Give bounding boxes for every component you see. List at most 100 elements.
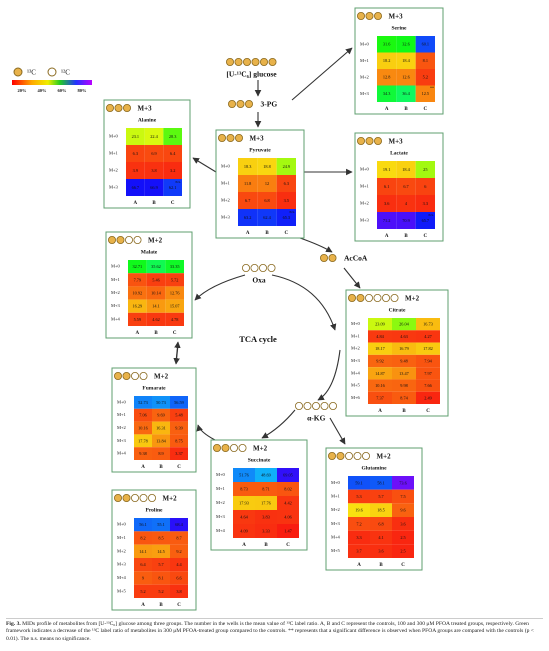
cell-value: 23.09: [375, 322, 385, 327]
row-label: M+1: [331, 494, 340, 499]
metabolite-name: Proline: [145, 507, 163, 513]
cell-value: 5.72: [171, 277, 179, 282]
heat-cell: [396, 195, 416, 212]
heat-cell: [146, 260, 166, 274]
carbon-atom: [364, 293, 373, 302]
row-label: M+4: [117, 575, 127, 580]
row-label: M+2: [351, 346, 360, 351]
carbon-atom: [217, 133, 226, 142]
metabolite-name: Malate: [141, 249, 158, 255]
column-label: B: [404, 107, 408, 112]
heat-cell: [238, 192, 258, 209]
heat-cell: [134, 531, 152, 545]
row-label: M+0: [360, 41, 370, 46]
cell-value: 9.92: [376, 358, 384, 363]
cell-value: 17.93: [239, 500, 249, 505]
heat-cell: [134, 571, 152, 585]
carbon-atom: [381, 293, 390, 302]
cell-value: 3.2: [170, 168, 175, 173]
cell-value: 2.5: [400, 549, 405, 554]
carbon-atom: [106, 104, 115, 113]
heat-cell: [146, 286, 166, 300]
row-label: M+1: [111, 277, 120, 282]
carbon-atom: [225, 58, 234, 67]
cell-value: 4.42: [284, 500, 292, 505]
carbon-atom: [108, 235, 117, 244]
heat-cell: [276, 158, 296, 175]
cell-value: 3.3: [423, 201, 428, 206]
cell-value: 3.6: [378, 549, 384, 554]
heat-cell: [416, 330, 440, 343]
isotopologue-tag: M+2: [163, 495, 178, 503]
cell-value: 16.73: [423, 322, 433, 327]
heat-cell: [416, 354, 440, 368]
isotopologue-tag: M+2: [148, 237, 163, 245]
cell-value: 8.73: [240, 486, 248, 491]
row-label: M+4: [111, 316, 121, 321]
cell-value: 6.7: [403, 184, 409, 189]
heat-cell: [170, 544, 188, 558]
carbon-atom: [116, 235, 125, 244]
cell-value: 9: [142, 575, 144, 580]
cell-value: 6.4: [140, 562, 146, 567]
cell-value: 55.1: [157, 522, 165, 527]
heat-cell: [134, 396, 152, 409]
heat-cell: [415, 195, 435, 212]
heat-cell: [392, 330, 416, 343]
heat-cell: [170, 571, 188, 585]
heat-cell: [416, 342, 440, 355]
cell-value: 3.6: [400, 521, 406, 526]
carbon-atom: [328, 253, 337, 262]
row-label: M+2: [360, 74, 369, 79]
column-label: C: [171, 201, 175, 206]
cell-value: 71.2: [383, 218, 391, 223]
scale-label: 40%: [38, 88, 48, 93]
heat-cell: [152, 531, 170, 545]
heat-cell: [144, 179, 164, 196]
cell-value: 9.39: [175, 425, 183, 430]
carbon-atom: [328, 401, 337, 410]
isotopologue-tag: M+2: [154, 373, 169, 381]
heat-cell: [233, 482, 255, 496]
carbon-atom: [123, 104, 132, 113]
cell-value: 2.49: [424, 395, 432, 400]
cell-value: 17.76: [261, 500, 272, 505]
row-label: M+3: [360, 218, 370, 223]
cell-value: 15.07: [170, 304, 181, 309]
cell-value: 3.8: [176, 589, 181, 594]
heat-cell: [152, 396, 170, 409]
cell-value: 5.46: [152, 277, 160, 282]
carbon-atom: [327, 451, 336, 460]
cell-value: 32.6: [402, 42, 410, 47]
row-label: M+0: [109, 134, 119, 139]
cell-value: 9.48: [400, 358, 408, 363]
cell-value: 23.1: [132, 134, 140, 139]
figure: ¹³C ¹²C 20% 40% 60% 80% [U-¹³C₆] glucose 3-PG Ac…: [12, 7, 449, 611]
cell-value: 5.59: [134, 317, 142, 322]
heat-cell: [128, 299, 147, 313]
column-label: A: [136, 331, 140, 336]
heat-cell: [152, 571, 170, 585]
cell-value: 3.6: [384, 201, 390, 206]
heat-cell: [415, 85, 435, 102]
carbon-atom: [234, 133, 243, 142]
heat-cell: [255, 468, 277, 482]
cell-value: 7.94: [424, 358, 432, 363]
metabolite-name: Serine: [392, 25, 408, 31]
arrows: [173, 47, 361, 445]
cell-value: 4.1: [378, 535, 383, 540]
cell-value: 7.79: [134, 277, 142, 282]
row-label: M+1: [216, 486, 225, 491]
carbon-atom: [294, 401, 303, 410]
heat-cell: [392, 379, 416, 392]
carbon-atom: [130, 371, 139, 380]
metabolite-name: Glutamine: [361, 465, 387, 471]
row-label: M+3: [360, 91, 370, 96]
cell-value: 9.6: [400, 508, 406, 513]
cell-value: 7.06: [139, 413, 147, 418]
cell-value: 25: [423, 167, 427, 172]
heat-cell: [348, 544, 370, 558]
cell-value: 66.7: [132, 185, 140, 190]
heat-cell: [396, 69, 416, 86]
heat-cell: [165, 299, 184, 313]
